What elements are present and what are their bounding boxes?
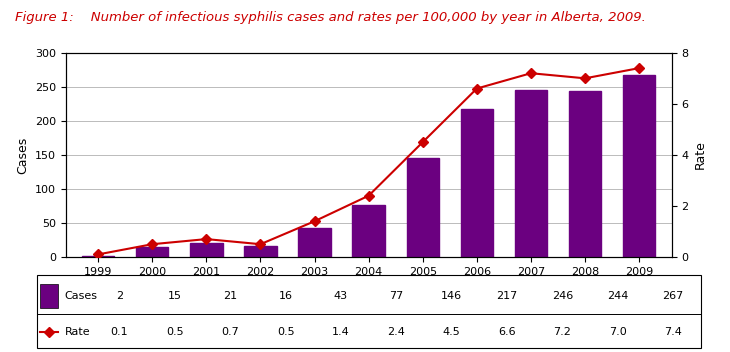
Text: 0.1: 0.1 xyxy=(111,327,128,337)
Text: Rate: Rate xyxy=(64,327,90,337)
Text: 15: 15 xyxy=(168,291,182,301)
Bar xyxy=(40,284,58,308)
Text: 7.2: 7.2 xyxy=(553,327,572,337)
Bar xyxy=(82,256,115,257)
Text: 7.0: 7.0 xyxy=(609,327,626,337)
Text: 146: 146 xyxy=(441,291,462,301)
Text: 2: 2 xyxy=(116,291,123,301)
Text: 43: 43 xyxy=(334,291,348,301)
Text: 7.4: 7.4 xyxy=(664,327,682,337)
Text: 0.5: 0.5 xyxy=(166,327,184,337)
Bar xyxy=(353,205,385,257)
Text: 0.7: 0.7 xyxy=(221,327,239,337)
Bar xyxy=(623,75,656,257)
Text: 4.5: 4.5 xyxy=(443,327,461,337)
Bar xyxy=(569,91,602,257)
Text: 1.4: 1.4 xyxy=(332,327,350,337)
Bar xyxy=(515,89,548,257)
Bar xyxy=(136,247,169,257)
Bar xyxy=(190,243,223,257)
Text: 244: 244 xyxy=(607,291,629,301)
Y-axis label: Cases: Cases xyxy=(16,136,29,174)
Text: 0.5: 0.5 xyxy=(277,327,294,337)
Bar xyxy=(407,158,439,257)
Text: 2.4: 2.4 xyxy=(388,327,405,337)
Bar xyxy=(299,228,331,257)
Y-axis label: Rate: Rate xyxy=(694,140,707,169)
Bar xyxy=(245,246,277,257)
Text: 6.6: 6.6 xyxy=(499,327,516,337)
Bar xyxy=(461,109,493,257)
Text: Figure 1:    Number of infectious syphilis cases and rates per 100,000 by year i: Figure 1: Number of infectious syphilis … xyxy=(15,11,645,24)
Text: 267: 267 xyxy=(663,291,684,301)
Text: 21: 21 xyxy=(223,291,237,301)
Text: Cases: Cases xyxy=(64,291,97,301)
Text: 16: 16 xyxy=(279,291,293,301)
Text: 246: 246 xyxy=(552,291,573,301)
Text: 217: 217 xyxy=(496,291,518,301)
Text: 77: 77 xyxy=(389,291,404,301)
